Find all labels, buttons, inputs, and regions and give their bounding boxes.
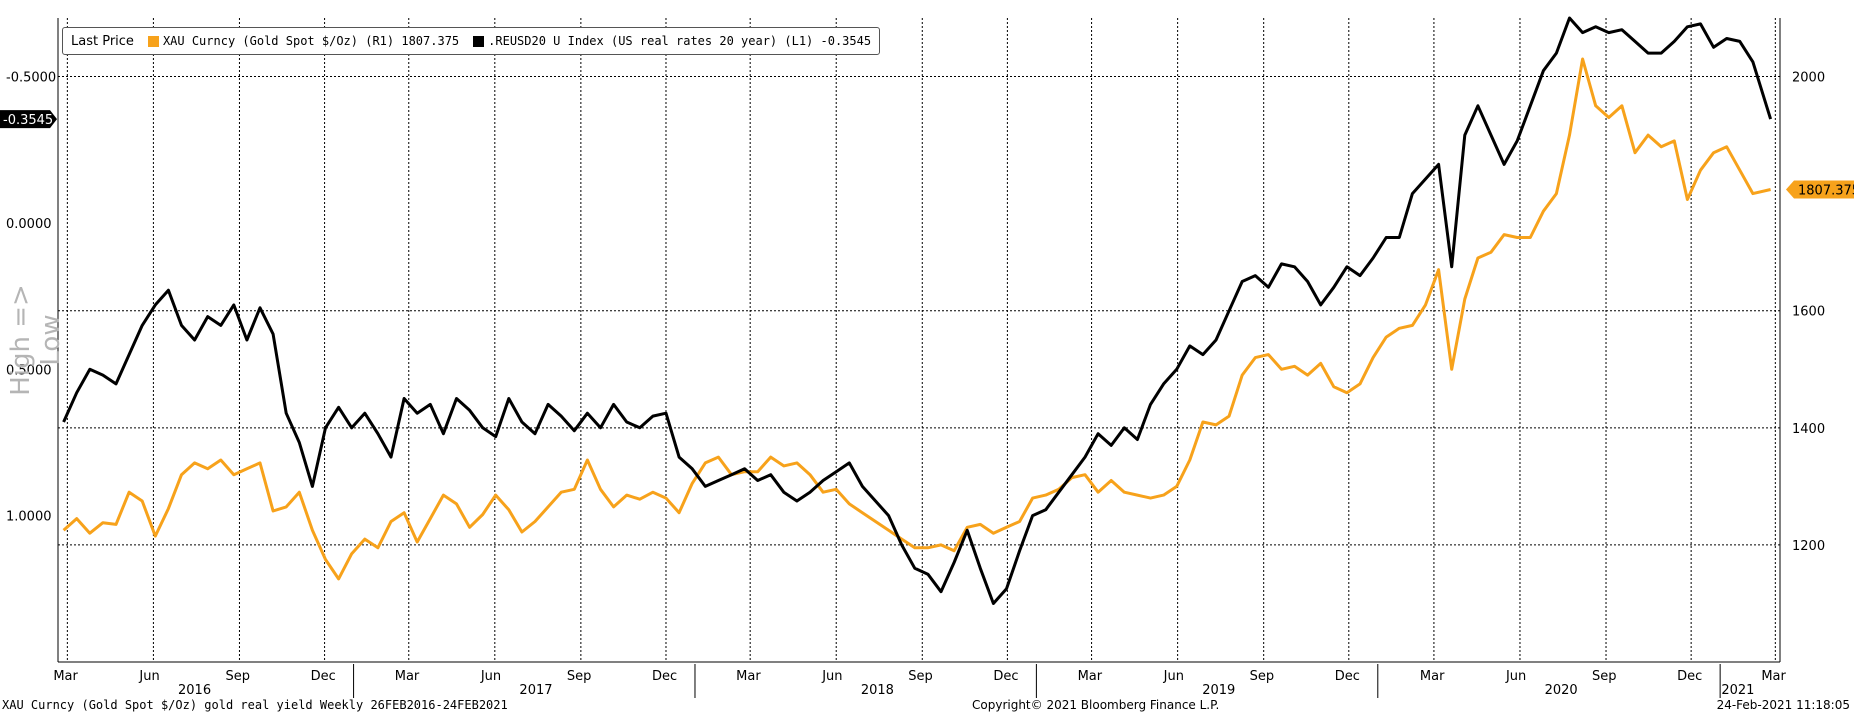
footer-copyright: Copyright© 2021 Bloomberg Finance L.P. bbox=[972, 698, 1220, 712]
year-label: 2019 bbox=[1202, 683, 1235, 698]
year-label: 2020 bbox=[1545, 683, 1578, 698]
left-tick-label: 0.0000 bbox=[6, 217, 52, 232]
x-tick-label: Jun bbox=[821, 669, 842, 684]
x-tick-label: Dec bbox=[1677, 669, 1702, 684]
right-tick-label: 1600 bbox=[1792, 305, 1825, 320]
right-tick-label: 2000 bbox=[1792, 71, 1825, 86]
x-tick-label: Mar bbox=[1761, 669, 1786, 684]
legend-swatch-gold bbox=[147, 35, 159, 47]
gold-last-value-marker bbox=[1786, 180, 1854, 199]
legend-title: Last Price bbox=[71, 33, 134, 49]
year-label: 2016 bbox=[178, 683, 211, 698]
left-tick-label: -0.5000 bbox=[6, 71, 56, 86]
year-label: 2017 bbox=[519, 683, 552, 698]
right-tick-label: 1200 bbox=[1792, 539, 1825, 554]
x-tick-label: Sep bbox=[908, 669, 933, 684]
left-tick-label: 1.0000 bbox=[6, 510, 52, 525]
footer-timestamp: 24-Feb-2021 11:18:05 bbox=[1716, 698, 1850, 712]
year-label: 2021 bbox=[1721, 683, 1754, 698]
x-tick-label: Dec bbox=[993, 669, 1018, 684]
series-line-gold bbox=[62, 57, 1771, 581]
x-tick-label: Mar bbox=[53, 669, 78, 684]
legend-item-gold: XAU Curncy (Gold Spot $/Oz) (R1) 1807.37… bbox=[147, 34, 460, 48]
x-tick-label: Mar bbox=[736, 669, 761, 684]
series-line-real-yield bbox=[62, 16, 1773, 605]
tick-labels: Mar Jun Sep Dec Mar Jun Sep Dec Mar Jun Sep Dec Mar J… bbox=[6, 71, 1825, 698]
x-tick-label: Mar bbox=[1420, 669, 1445, 684]
legend-item-yield: .REUSD20 U Index (US real rates 20 year)… bbox=[473, 34, 871, 48]
x-tick-label: Jun bbox=[480, 669, 501, 684]
x-tick-label: Sep bbox=[225, 669, 250, 684]
y-direction-label: High => Low bbox=[6, 284, 66, 396]
last-value-markers: 1807.375 -0.3545 bbox=[0, 110, 1854, 199]
x-tick-label: Jun bbox=[1505, 669, 1526, 684]
yield-last-value-label: -0.3545 bbox=[3, 113, 53, 128]
footer-description: XAU Curncy (Gold Spot $/Oz) gold real yi… bbox=[2, 698, 508, 712]
legend: Last Price XAU Curncy (Gold Spot $/Oz) (… bbox=[62, 27, 881, 55]
x-tick-label: Sep bbox=[1592, 669, 1617, 684]
x-tick-label: Dec bbox=[1335, 669, 1360, 684]
left-tick-label: 0.5000 bbox=[6, 363, 52, 378]
grid-lines bbox=[58, 18, 1780, 662]
legend-swatch-yield bbox=[473, 35, 485, 47]
x-tick-label: Dec bbox=[311, 669, 336, 684]
x-tick-label: Jun bbox=[138, 669, 159, 684]
x-tick-label: Jun bbox=[1163, 669, 1184, 684]
x-tick-label: Mar bbox=[395, 669, 420, 684]
right-tick-label: 1400 bbox=[1792, 422, 1825, 437]
x-tick-label: Mar bbox=[1078, 669, 1103, 684]
x-tick-label: Sep bbox=[567, 669, 592, 684]
year-label: 2018 bbox=[861, 683, 894, 698]
gold-last-value-label: 1807.375 bbox=[1798, 184, 1854, 199]
legend-label-gold: XAU Curncy (Gold Spot $/Oz) (R1) 1807.37… bbox=[162, 34, 460, 48]
axes bbox=[57, 18, 1781, 698]
series-layer bbox=[62, 16, 1773, 605]
legend-label-yield: .REUSD20 U Index (US real rates 20 year)… bbox=[488, 34, 872, 48]
x-tick-label: Dec bbox=[652, 669, 677, 684]
yield-last-value-marker bbox=[0, 110, 57, 129]
x-tick-label: Sep bbox=[1250, 669, 1275, 684]
